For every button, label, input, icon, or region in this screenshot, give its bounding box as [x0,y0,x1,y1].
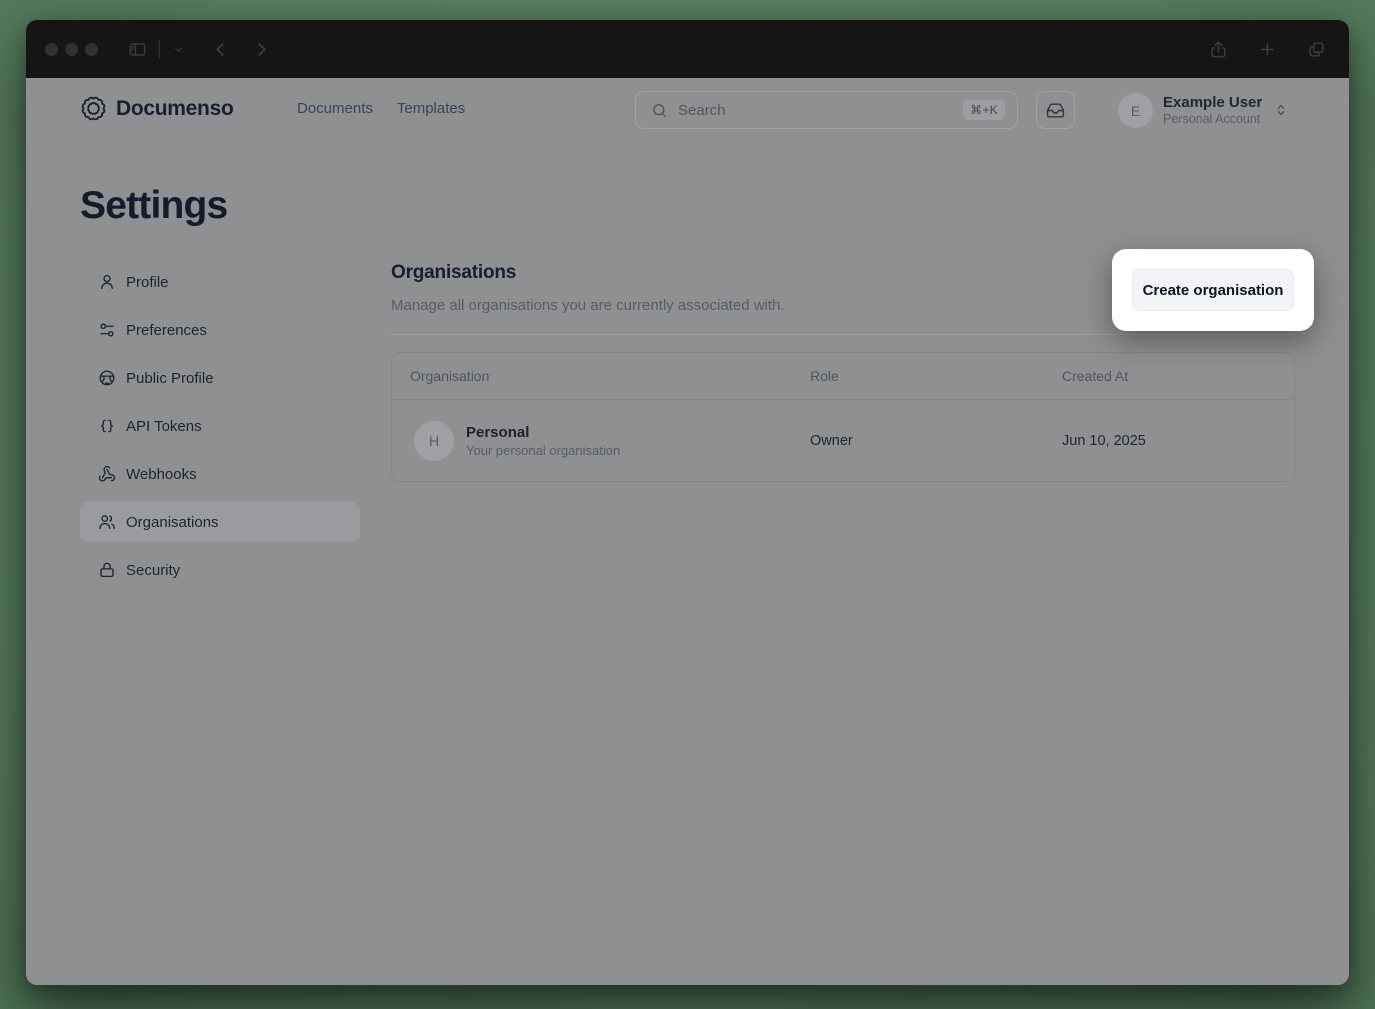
sidebar-item-label: Preferences [126,321,207,339]
search-icon [653,103,666,117]
sidebar-toggle-icon[interactable] [124,36,151,63]
organisation-created-at: Jun 10, 2025 [1062,432,1146,449]
sliders-icon [100,323,114,337]
user-avatar[interactable]: E [1118,93,1153,128]
sidebar-item-label: Security [126,561,181,579]
search-shortcut-badge: ⌘+K [963,100,1005,120]
section-description: Manage all organisations you are current… [391,297,785,314]
organisation-name: Personal [466,423,530,441]
titlebar [26,20,1349,78]
sidebar-item-preferences[interactable]: Preferences [80,310,360,350]
user-menu[interactable]: Example User Personal Account [1163,94,1268,127]
browser-window: Documenso Documents Templates ⌘+K E Exam… [26,20,1349,985]
sidebar-item-label: Organisations [126,513,219,531]
sidebar-item-label: Webhooks [126,465,197,483]
inbox-button[interactable] [1036,91,1075,129]
nav-templates[interactable]: Templates [396,100,466,117]
organisations-table: Organisation Role Created At H Personal … [391,352,1295,482]
column-role: Role [810,368,839,384]
tab-overview-icon[interactable] [1303,36,1330,63]
sidebar-item-api-tokens[interactable]: API Tokens [80,406,360,446]
app-page: Documenso Documents Templates ⌘+K E Exam… [26,78,1349,985]
sidebar-item-label: Public Profile [126,369,214,387]
sidebar-item-label: Profile [126,273,169,291]
section-title: Organisations [391,262,517,283]
user-icon [101,274,113,290]
organisation-avatar: H [414,420,454,461]
user-name: Example User [1163,94,1263,111]
user-account-type: Personal Account [1163,112,1261,126]
table-header-row: Organisation Role Created At [392,353,1294,400]
sidebar-item-webhooks[interactable]: Webhooks [80,454,360,494]
minimize-button[interactable] [65,42,78,56]
settings-sidebar: Profile Preferences Public Profile API T… [80,262,360,598]
create-organisation-button[interactable]: Create organisation [1132,269,1294,311]
section-divider [391,334,1295,335]
globe-icon [99,370,115,386]
sidebar-item-profile[interactable]: Profile [80,262,360,302]
documenso-logo-icon [81,96,106,121]
sidebar-item-security[interactable]: Security [80,550,360,590]
braces-icon [100,419,114,433]
titlebar-divider [159,40,160,58]
users-icon [99,515,115,530]
organisation-description: Your personal organisation [466,442,621,458]
zoom-button[interactable] [85,42,98,56]
organisation-role: Owner [810,432,853,449]
close-button[interactable] [45,42,58,56]
brand-name: Documenso [116,96,234,120]
traffic-lights [45,42,98,56]
page-title: Settings [80,184,228,227]
sidebar-item-label: API Tokens [126,417,202,435]
sidebar-item-public-profile[interactable]: Public Profile [80,358,360,398]
back-icon[interactable] [207,36,234,63]
lock-icon [100,562,114,578]
share-icon[interactable] [1205,36,1232,63]
search-box[interactable]: ⌘+K [635,91,1018,129]
sidebar-item-organisations[interactable]: Organisations [80,502,360,542]
column-organisation: Organisation [410,368,490,384]
nav-documents[interactable]: Documents [297,100,373,117]
new-tab-icon[interactable] [1254,36,1281,63]
column-created-at: Created At [1062,368,1129,384]
brand[interactable]: Documenso [80,95,234,122]
webhook-icon [98,465,116,482]
table-row[interactable]: H Personal Your personal organisation Ow… [392,400,1294,481]
main-nav: Documents Templates [297,100,465,117]
search-input[interactable] [678,101,954,119]
tutorial-spotlight: Create organisation [1112,249,1314,331]
chevron-down-icon[interactable] [168,39,189,60]
inbox-icon [1046,102,1065,118]
chevrons-up-down-icon[interactable] [1273,102,1289,118]
forward-icon[interactable] [248,36,275,63]
